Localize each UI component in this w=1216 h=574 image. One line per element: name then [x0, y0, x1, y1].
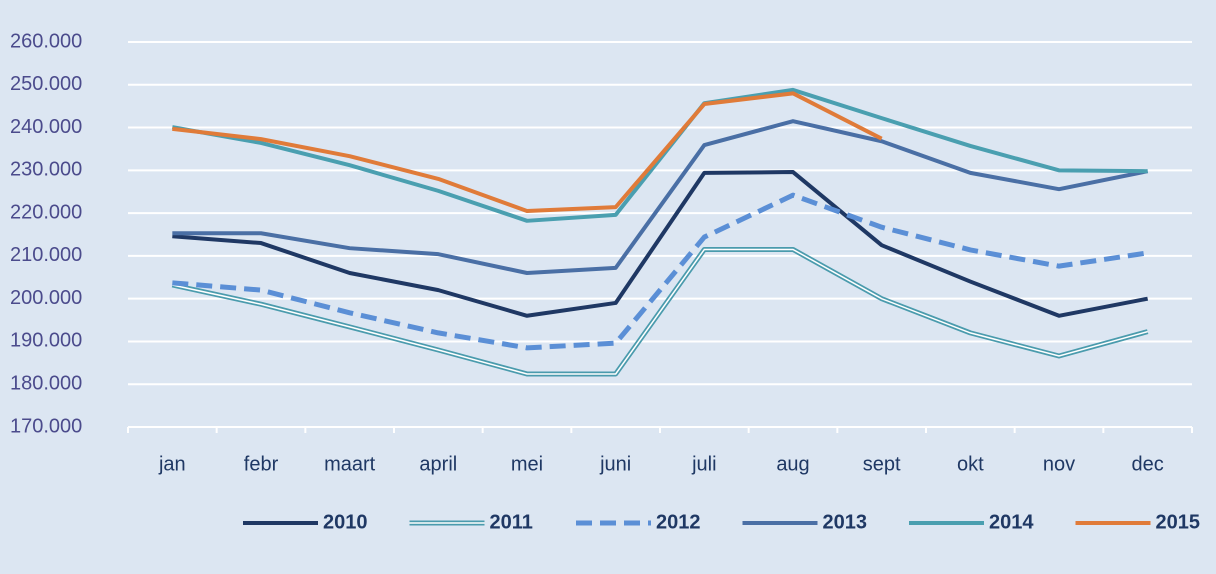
- y-tick-label: 200.000: [10, 287, 82, 309]
- series-line: [172, 192, 1149, 351]
- legend-label: 2011: [490, 511, 533, 533]
- legend-label: 2014: [989, 511, 1034, 533]
- x-tick-label: juli: [691, 453, 716, 475]
- x-tick-label: dec: [1132, 453, 1164, 475]
- y-tick-label: 210.000: [10, 244, 82, 266]
- series-line: [172, 91, 883, 213]
- x-tick-label: febr: [244, 453, 279, 475]
- x-tick-label: jan: [158, 453, 186, 475]
- legend-label: 2012: [656, 511, 701, 533]
- legend-label: 2010: [323, 511, 368, 533]
- series-line: [172, 170, 1149, 318]
- x-tick-label: juni: [599, 453, 631, 475]
- x-tick-label: aug: [776, 453, 809, 475]
- x-tick-label: sept: [863, 453, 901, 475]
- x-tick-label: nov: [1043, 453, 1075, 475]
- x-tick-label: okt: [957, 453, 984, 475]
- legend-label: 2015: [1156, 511, 1201, 533]
- series-line: [171, 87, 1148, 223]
- series-line-core: [172, 248, 1148, 375]
- y-tick-label: 190.000: [10, 330, 82, 352]
- y-tick-label: 170.000: [10, 415, 82, 437]
- y-tick-label: 180.000: [10, 373, 82, 395]
- y-tick-label: 250.000: [10, 73, 82, 95]
- x-tick-label: mei: [511, 453, 543, 475]
- legend-label: 2013: [823, 511, 868, 533]
- x-tick-label: maart: [324, 453, 376, 475]
- x-tick-label: april: [419, 453, 457, 475]
- y-tick-label: 240.000: [10, 116, 82, 138]
- series-line: [172, 119, 1149, 275]
- y-tick-label: 220.000: [10, 201, 82, 223]
- y-tick-label: 260.000: [10, 30, 82, 52]
- y-tick-label: 230.000: [10, 159, 82, 181]
